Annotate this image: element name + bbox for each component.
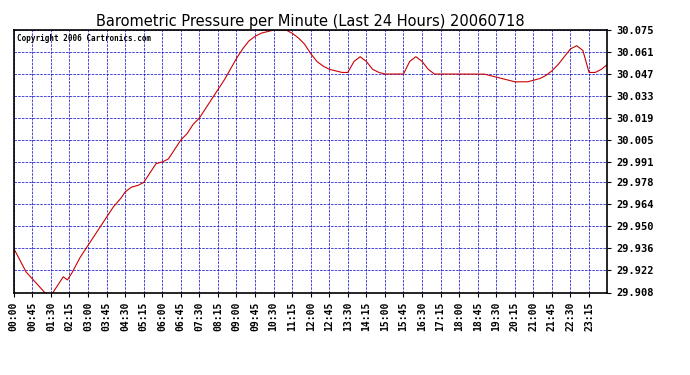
Text: Copyright 2006 Cartronics.com: Copyright 2006 Cartronics.com: [17, 34, 151, 43]
Title: Barometric Pressure per Minute (Last 24 Hours) 20060718: Barometric Pressure per Minute (Last 24 …: [96, 14, 525, 29]
